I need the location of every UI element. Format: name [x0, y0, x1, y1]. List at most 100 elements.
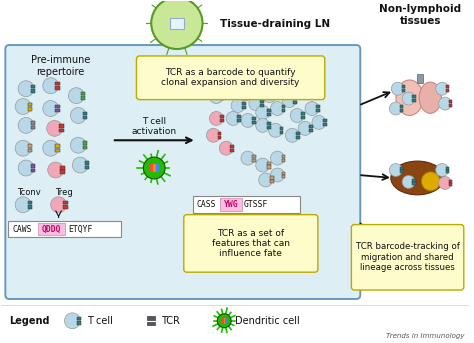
Circle shape [71, 137, 86, 153]
Bar [31, 126, 35, 129]
Circle shape [402, 92, 415, 105]
Bar [280, 131, 283, 134]
Circle shape [15, 140, 31, 156]
Bar [260, 104, 264, 107]
Circle shape [305, 102, 319, 116]
Circle shape [392, 82, 404, 95]
Bar [280, 127, 283, 130]
Bar [273, 96, 277, 99]
Circle shape [210, 90, 223, 104]
Circle shape [18, 160, 34, 176]
Bar [252, 158, 256, 162]
Circle shape [43, 78, 59, 94]
Bar [156, 164, 159, 173]
Bar [296, 132, 300, 135]
Bar [412, 179, 416, 181]
Circle shape [243, 72, 257, 86]
Circle shape [436, 241, 448, 254]
FancyBboxPatch shape [8, 221, 121, 237]
Circle shape [438, 176, 451, 189]
Bar [254, 75, 258, 78]
Bar [446, 248, 449, 251]
Bar [240, 84, 244, 87]
Circle shape [283, 94, 296, 108]
Text: Non-lymphoid
tissues: Non-lymphoid tissues [379, 4, 462, 26]
Circle shape [402, 176, 415, 188]
Bar [60, 166, 64, 169]
Bar [282, 175, 285, 178]
Bar [400, 244, 403, 247]
Circle shape [256, 118, 270, 132]
Circle shape [271, 151, 284, 165]
Bar [252, 121, 256, 124]
Bar [267, 109, 271, 112]
Circle shape [436, 82, 448, 95]
Bar [218, 136, 221, 139]
Bar [254, 79, 258, 82]
Bar [449, 262, 452, 264]
Circle shape [151, 0, 202, 49]
Text: GTSSF: GTSSF [244, 200, 268, 209]
Bar [400, 109, 403, 112]
Bar [55, 109, 60, 113]
Text: QDDQ: QDDQ [42, 225, 62, 234]
Bar [237, 115, 241, 118]
Ellipse shape [413, 255, 421, 269]
Bar [323, 123, 327, 126]
Bar [28, 144, 32, 148]
Circle shape [47, 120, 63, 136]
Bar [237, 119, 241, 122]
FancyBboxPatch shape [5, 45, 360, 299]
Bar [293, 101, 297, 104]
Bar [147, 317, 155, 320]
Bar [418, 74, 423, 83]
FancyBboxPatch shape [192, 196, 300, 213]
Circle shape [73, 157, 88, 173]
Bar [170, 18, 184, 29]
Bar [226, 318, 227, 323]
Text: TCR as a set of
features that can
influence fate: TCR as a set of features that can influe… [212, 228, 290, 258]
Bar [85, 161, 89, 165]
Circle shape [217, 314, 231, 328]
Bar [267, 165, 271, 168]
Circle shape [256, 158, 270, 172]
Bar [400, 170, 403, 173]
Bar [83, 116, 87, 119]
Bar [218, 132, 221, 135]
Bar [400, 105, 403, 108]
Bar [55, 82, 60, 85]
Bar [412, 95, 416, 98]
Bar [282, 158, 285, 162]
Bar [55, 149, 60, 152]
Bar [31, 89, 35, 93]
Bar [220, 97, 224, 100]
Circle shape [43, 140, 59, 156]
Bar [282, 155, 285, 158]
Bar [401, 89, 405, 92]
Bar [222, 318, 223, 323]
Bar [446, 85, 449, 88]
Circle shape [256, 106, 270, 119]
Text: TCR: TCR [161, 316, 180, 326]
FancyBboxPatch shape [137, 56, 325, 99]
Circle shape [51, 197, 66, 213]
Bar [59, 129, 64, 132]
Bar [301, 112, 305, 115]
Bar [234, 85, 238, 88]
Circle shape [18, 117, 34, 133]
Bar [234, 89, 238, 92]
Bar [309, 125, 313, 128]
Bar [230, 145, 234, 148]
Bar [28, 205, 32, 209]
Bar [83, 141, 87, 145]
Bar [282, 109, 285, 112]
Ellipse shape [396, 80, 423, 116]
Bar [267, 113, 271, 116]
Circle shape [269, 123, 283, 137]
Bar [28, 149, 32, 152]
Bar [282, 105, 285, 108]
Text: Dendritic cell: Dendritic cell [235, 316, 300, 326]
Text: TCR barcode-tracking of
migration and shared
lineage across tissues: TCR barcode-tracking of migration and sh… [356, 243, 459, 272]
Bar [240, 80, 244, 83]
Circle shape [290, 108, 304, 122]
